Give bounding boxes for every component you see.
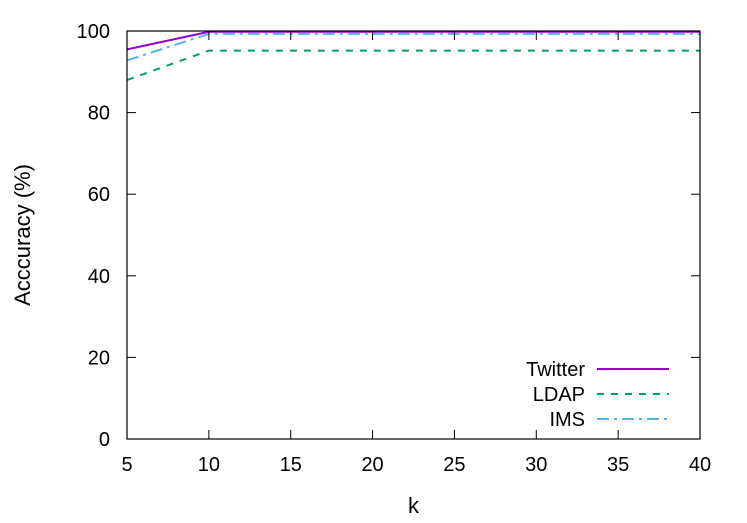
legend-label: IMS (549, 409, 585, 431)
legend-label: Twitter (526, 359, 585, 381)
y-tick-label: 80 (88, 103, 110, 125)
x-tick-label: 25 (443, 454, 465, 476)
y-axis-label: Acccuracy (%) (10, 164, 35, 306)
series-line-ims (126, 32, 700, 62)
legend-label: LDAP (533, 384, 585, 406)
plot-frame (126, 30, 701, 440)
y-tick-label: 0 (99, 429, 110, 451)
series-line-twitter (126, 30, 700, 51)
y-tick-label: 100 (77, 21, 110, 43)
y-tick-label: 40 (88, 266, 110, 288)
series-line-ldap (126, 49, 700, 81)
x-axis-label: k (408, 493, 420, 518)
legend: Twitter LDAP IMS (526, 359, 669, 431)
series-layer (126, 30, 700, 81)
y-tick-label: 60 (88, 184, 110, 206)
x-tick-label: 10 (198, 454, 220, 476)
x-tick-label: 20 (361, 454, 383, 476)
ticks-layer: 0 20 40 60 80 100 5 10 15 20 25 30 35 40 (77, 21, 712, 476)
x-tick-label: 5 (121, 454, 132, 476)
x-tick-label: 40 (689, 454, 711, 476)
x-tick-label: 15 (280, 454, 302, 476)
y-tick-label: 20 (88, 347, 110, 369)
x-tick-label: 35 (607, 454, 629, 476)
x-tick-label: 30 (525, 454, 547, 476)
